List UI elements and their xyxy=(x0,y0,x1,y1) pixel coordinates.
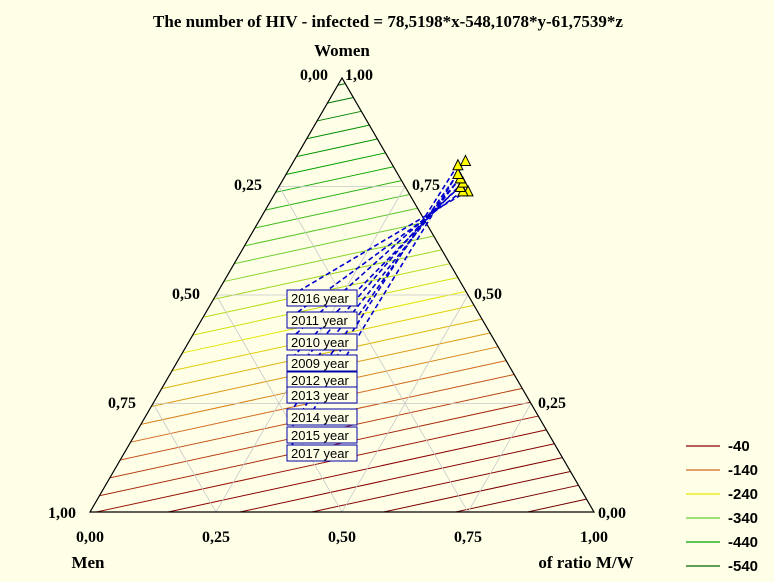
connector-8 xyxy=(286,160,467,454)
point-label-3: 2009 year xyxy=(291,356,349,371)
connector-4 xyxy=(286,177,462,381)
point-marker-8 xyxy=(459,154,472,166)
legend-label-4: -440 xyxy=(728,534,758,551)
grid-line-z-0 xyxy=(278,186,469,513)
axis-title-left: Men xyxy=(71,553,105,572)
point-label-2: 2010 year xyxy=(291,335,349,350)
left-tick-1: 0,75 xyxy=(108,395,136,412)
point-label-7: 2015 year xyxy=(291,428,349,443)
point-label-box-8 xyxy=(286,444,358,462)
point-label-box-3 xyxy=(286,354,358,372)
point-label-box-6 xyxy=(286,408,358,426)
connector-5 xyxy=(286,177,462,396)
right-tick-4: 1,00 xyxy=(345,67,373,84)
point-labels: 2016 year 2011 year 2010 year 2009 year 2012… xyxy=(286,289,358,462)
point-label-box-5 xyxy=(286,386,358,404)
contour-line-4 xyxy=(296,138,378,158)
left-tick-3: 0,25 xyxy=(234,177,262,194)
contour-line-1 xyxy=(327,96,354,104)
right-tick-3: 0,75 xyxy=(412,177,440,194)
point-label-4: 2012 year xyxy=(291,373,349,388)
bottom-tick-4: 1,00 xyxy=(580,529,608,546)
point-label-5: 2013 year xyxy=(291,388,349,403)
point-label-box-7 xyxy=(286,426,358,444)
contour-line-3 xyxy=(306,124,370,140)
legend-label-5: -540 xyxy=(728,558,758,575)
grid-line-x-2 xyxy=(467,403,532,513)
point-marker-6 xyxy=(452,167,464,179)
left-tick-2: 0,50 xyxy=(172,286,200,303)
point-label-0: 2016 year xyxy=(291,291,349,306)
contour-line-7 xyxy=(265,180,402,211)
contour-line-6 xyxy=(275,166,394,193)
contour-line-2 xyxy=(316,110,362,122)
contour-line-9 xyxy=(244,207,418,247)
contour-line-11 xyxy=(223,235,434,283)
bottom-tick-2: 0,50 xyxy=(328,529,356,546)
contour-line-28 xyxy=(383,470,571,513)
bottom-tick-3: 0,75 xyxy=(454,529,482,546)
point-label-box-1 xyxy=(286,311,358,329)
point-label-box-0 xyxy=(286,289,358,307)
point-label-1: 2011 year xyxy=(291,313,349,328)
legend-label-0: -40 xyxy=(728,438,750,455)
point-label-6: 2014 year xyxy=(291,410,349,425)
right-tick-0: 0,00 xyxy=(598,505,626,522)
tick-labels: 0,00 0,25 0,50 0,75 1,00 0,75 0,50 0,25 … xyxy=(48,67,626,546)
contour-line-17 xyxy=(161,318,483,390)
bottom-tick-1: 0,25 xyxy=(202,529,230,546)
grid-line-z-2 xyxy=(152,403,217,513)
contour-line-27 xyxy=(311,457,563,513)
contour-line-29 xyxy=(455,484,579,513)
left-tick-0: 1,00 xyxy=(48,505,76,522)
axis-title-top: Women xyxy=(314,41,370,60)
contour-line-0 xyxy=(337,83,346,86)
contour-line-25 xyxy=(168,429,547,513)
point-label-box-2 xyxy=(286,333,358,351)
contour-line-10 xyxy=(234,221,426,265)
contour-line-5 xyxy=(285,152,386,175)
chart-title: The number of HIV - infected = 78,5198*x… xyxy=(153,12,623,31)
axis-title-right: of ratio M/W xyxy=(538,553,633,572)
contour-line-24 xyxy=(96,415,539,513)
contour-line-26 xyxy=(239,443,555,513)
data-markers xyxy=(452,154,474,197)
grid-line-z-1 xyxy=(215,294,343,513)
left-tick-4: 0,00 xyxy=(300,67,328,84)
legend: -40 -140 -240 -340 -440 -540 xyxy=(686,438,758,575)
bottom-tick-0: 0,00 xyxy=(76,529,104,546)
right-tick-1: 0,25 xyxy=(538,395,566,412)
grid-line-x-1 xyxy=(341,294,469,513)
contour-line-30 xyxy=(527,498,587,513)
point-label-8: 2017 year xyxy=(291,446,349,461)
legend-label-1: -140 xyxy=(728,462,758,479)
legend-label-2: -240 xyxy=(728,486,758,503)
right-tick-2: 0,50 xyxy=(474,286,502,303)
contour-line-8 xyxy=(254,193,410,229)
triangle-frame xyxy=(88,76,596,513)
legend-label-3: -340 xyxy=(728,510,758,527)
connector-6 xyxy=(286,173,459,418)
